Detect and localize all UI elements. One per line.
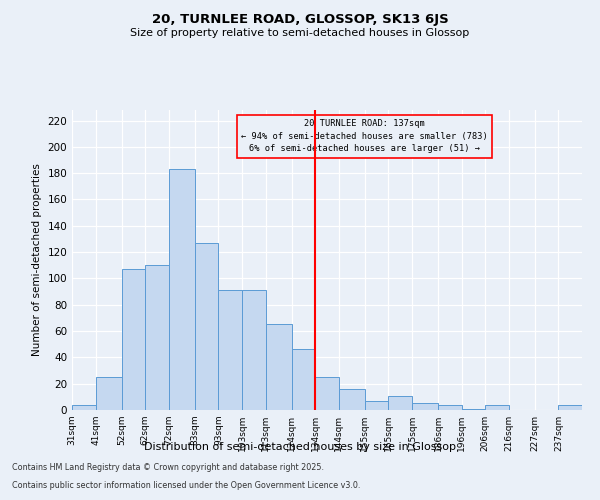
Bar — [266, 324, 292, 410]
Bar — [122, 269, 145, 410]
Bar — [169, 169, 195, 410]
Y-axis label: Number of semi-detached properties: Number of semi-detached properties — [32, 164, 42, 356]
Text: Distribution of semi-detached houses by size in Glossop: Distribution of semi-detached houses by … — [144, 442, 456, 452]
Bar — [315, 377, 339, 410]
Bar — [292, 350, 315, 410]
Bar — [72, 404, 95, 410]
Text: 20, TURNLEE ROAD, GLOSSOP, SK13 6JS: 20, TURNLEE ROAD, GLOSSOP, SK13 6JS — [152, 12, 448, 26]
Bar — [461, 408, 485, 410]
Text: 20 TURNLEE ROAD: 137sqm
← 94% of semi-detached houses are smaller (783)
6% of se: 20 TURNLEE ROAD: 137sqm ← 94% of semi-de… — [241, 119, 488, 153]
Bar — [195, 243, 218, 410]
Bar — [218, 290, 242, 410]
Bar — [388, 396, 412, 410]
Text: Size of property relative to semi-detached houses in Glossop: Size of property relative to semi-detach… — [130, 28, 470, 38]
Bar — [485, 404, 509, 410]
Text: Contains public sector information licensed under the Open Government Licence v3: Contains public sector information licen… — [12, 481, 361, 490]
Bar — [559, 404, 582, 410]
Bar — [438, 404, 461, 410]
Text: Contains HM Land Registry data © Crown copyright and database right 2025.: Contains HM Land Registry data © Crown c… — [12, 464, 324, 472]
Bar — [95, 377, 122, 410]
Bar — [365, 401, 388, 410]
Bar — [145, 266, 169, 410]
Bar — [412, 404, 438, 410]
Bar — [242, 290, 266, 410]
Bar — [339, 389, 365, 410]
